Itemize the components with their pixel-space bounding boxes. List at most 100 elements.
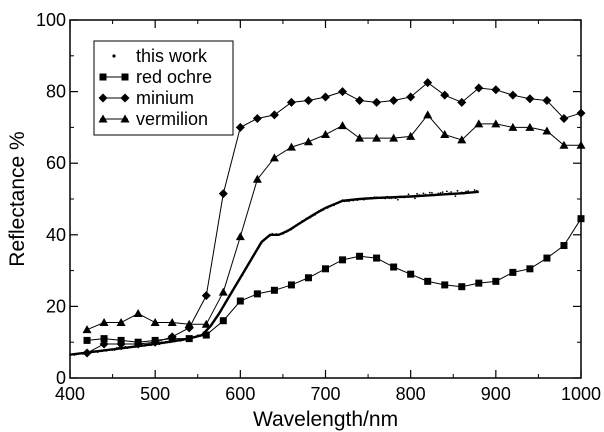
data-point [252, 254, 255, 257]
data-point [492, 277, 500, 285]
data-point [454, 195, 457, 198]
data-point [465, 190, 467, 193]
x-tick-label: 1000 [561, 384, 601, 404]
data-point [233, 286, 235, 289]
data-point [288, 229, 291, 232]
data-point [262, 239, 265, 242]
data-point [277, 233, 280, 236]
data-point [420, 194, 423, 197]
data-point [211, 322, 214, 324]
data-point [250, 259, 252, 261]
data-point [128, 346, 131, 349]
data-point [218, 287, 228, 296]
data-point [273, 233, 276, 236]
x-axis-title: Wavelength/nm [253, 408, 398, 431]
data-point [440, 90, 450, 100]
data-point [320, 208, 323, 211]
data-point [394, 197, 397, 200]
data-point [382, 197, 384, 199]
data-point [326, 207, 329, 209]
data-point [279, 233, 282, 235]
data-point [422, 192, 425, 195]
data-point [167, 318, 177, 327]
series-this-work [69, 189, 479, 356]
data-point [450, 191, 453, 193]
data-point [467, 190, 470, 193]
y-axis-title: Reflectance % [6, 131, 29, 266]
data-point [452, 193, 455, 196]
data-point [196, 334, 199, 337]
data-point [303, 137, 313, 146]
data-point [235, 122, 245, 132]
legend-marker-icon [98, 93, 108, 103]
data-point [103, 349, 105, 351]
data-point [435, 193, 438, 196]
data-point [508, 90, 518, 100]
legend-label: minium [136, 88, 194, 108]
data-point [411, 195, 414, 198]
data-point [260, 242, 263, 244]
data-point [301, 220, 303, 222]
data-point [458, 283, 466, 291]
series-minium [82, 78, 586, 358]
data-point [392, 196, 395, 199]
data-point [82, 348, 92, 358]
data-point [356, 199, 359, 201]
data-point [82, 325, 92, 334]
data-point [309, 216, 312, 219]
y-tick-label: 100 [36, 10, 66, 30]
data-point [458, 192, 461, 194]
data-point [525, 94, 535, 104]
data-point [222, 305, 225, 308]
data-point [559, 113, 569, 123]
legend-marker-icon [121, 73, 129, 81]
data-point [431, 192, 433, 194]
data-point [247, 263, 250, 265]
data-point [372, 133, 382, 142]
data-point [428, 191, 431, 194]
y-tick-label: 80 [46, 82, 66, 102]
data-point [338, 87, 348, 97]
data-point [345, 200, 348, 202]
data-point [133, 309, 143, 318]
data-point [367, 197, 369, 200]
data-point [313, 214, 316, 216]
data-point [307, 217, 310, 220]
data-point [218, 312, 220, 314]
data-point [350, 198, 352, 201]
data-point [475, 279, 483, 287]
legend-marker-icon [120, 114, 130, 123]
data-point [333, 204, 335, 207]
data-point [339, 256, 347, 264]
data-point [386, 195, 389, 198]
y-tick-label: 60 [46, 153, 66, 173]
data-point [491, 85, 501, 95]
data-point [220, 309, 223, 312]
data-point [201, 291, 211, 301]
data-point [311, 215, 314, 217]
data-point [269, 234, 272, 237]
data-point [304, 274, 312, 282]
data-point [328, 205, 331, 208]
data-point [491, 119, 501, 128]
data-point [228, 293, 231, 296]
axes: 400 500 600 700 800 900 1000 0 20 40 60 80 100 [36, 10, 601, 404]
data-point [418, 194, 421, 196]
legend-marker-icon [98, 114, 108, 123]
data-point [130, 345, 133, 348]
data-point [132, 345, 135, 348]
data-point [324, 207, 327, 209]
data-point [388, 197, 391, 200]
data-point [115, 346, 118, 349]
data-point [375, 196, 378, 199]
data-point [299, 221, 301, 224]
legend-marker-icon [120, 93, 130, 103]
data-point [99, 339, 109, 349]
data-point [160, 341, 163, 344]
data-point [509, 268, 517, 276]
data-point [256, 248, 259, 251]
data-point [99, 318, 109, 327]
data-point [475, 189, 478, 192]
data-point [560, 242, 568, 250]
data-point [107, 348, 110, 351]
